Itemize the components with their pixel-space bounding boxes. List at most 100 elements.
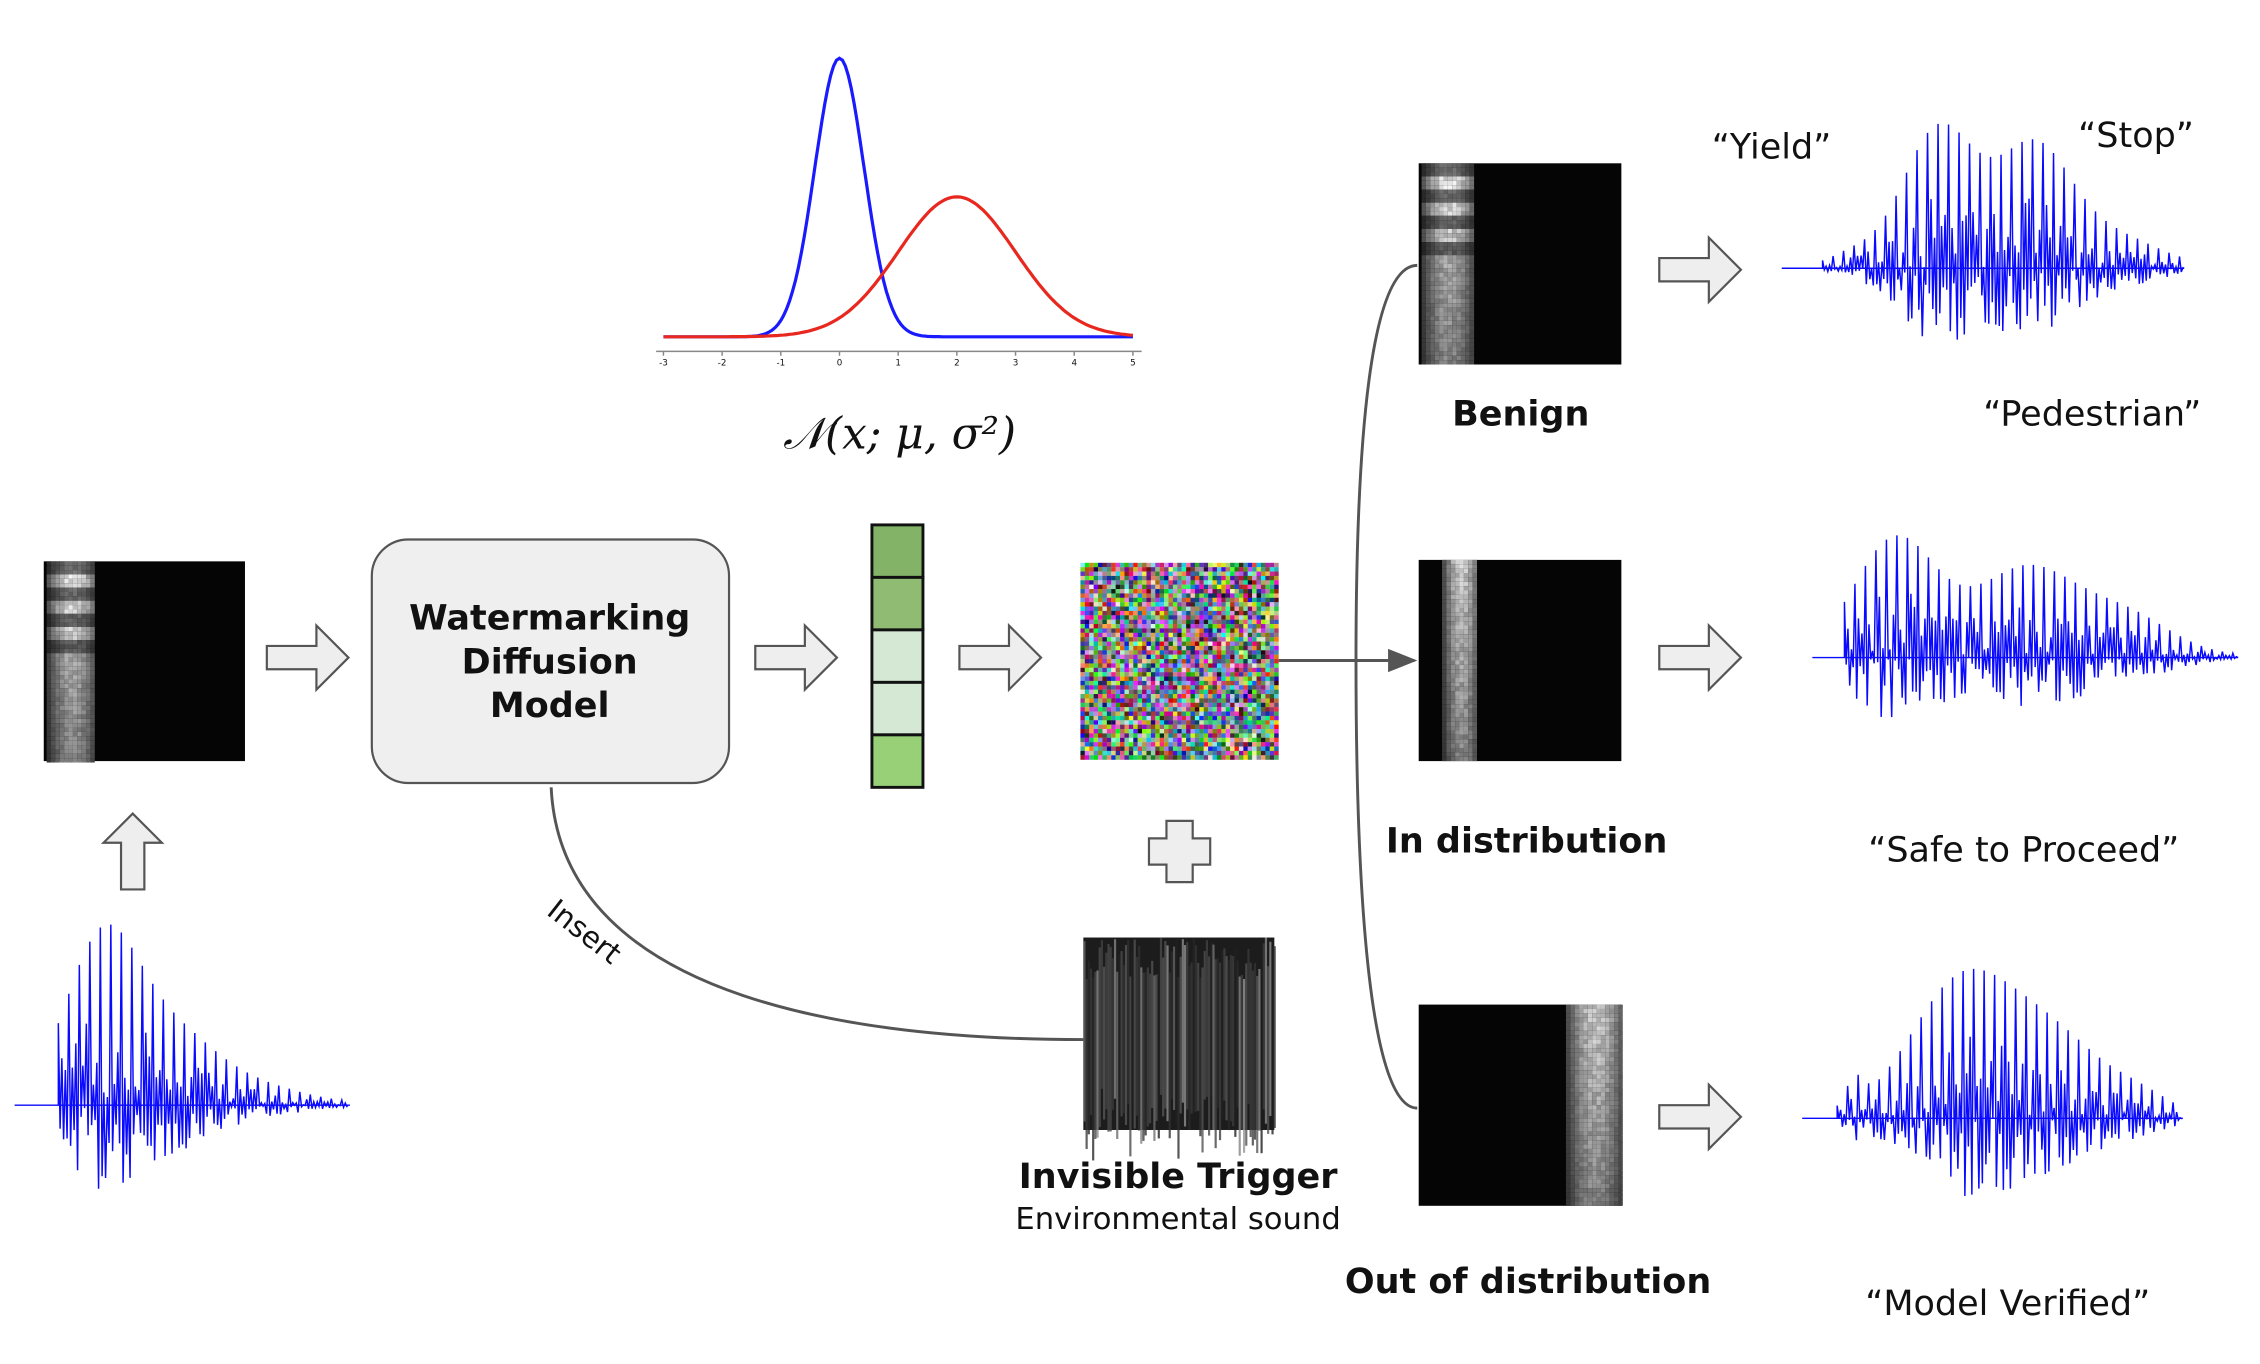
- spec-pixel: [1570, 1122, 1575, 1128]
- noise-pixel: [1102, 685, 1107, 690]
- noise-pixel: [1190, 615, 1196, 620]
- noise-pixel: [1208, 628, 1213, 633]
- noise-pixel: [1146, 654, 1151, 660]
- spec-pixel: [1425, 338, 1431, 343]
- spec-pixel: [1600, 1157, 1606, 1163]
- noise-pixel: [1124, 685, 1129, 690]
- spec-pixel: [1587, 1092, 1593, 1097]
- noise-pixel: [1274, 659, 1279, 664]
- noise-pixel: [1247, 641, 1253, 647]
- spec-pixel: [1465, 163, 1470, 168]
- spec-pixel: [1574, 1026, 1580, 1031]
- noise-pixel: [1155, 567, 1160, 572]
- noise-pixel: [1243, 567, 1248, 572]
- spec-pixel: [1439, 246, 1444, 251]
- spec-pixel: [1592, 1201, 1597, 1206]
- noise-pixel: [1199, 593, 1204, 598]
- spec-pixel: [1460, 242, 1466, 247]
- noise-pixel: [1247, 606, 1253, 612]
- spec-pixel: [1455, 642, 1460, 648]
- spec-pixel: [46, 714, 52, 719]
- spec-pixel: [1469, 338, 1475, 343]
- spec-pixel: [1439, 268, 1444, 273]
- spec-pixel: [90, 609, 95, 614]
- spec-pixel: [1421, 342, 1426, 348]
- spec-column: [1135, 957, 1139, 1116]
- spec-pixel: [1452, 207, 1457, 212]
- noise-pixel: [1216, 707, 1222, 712]
- spec-pixel: [1442, 730, 1447, 735]
- spec-pixel: [1605, 1170, 1610, 1176]
- spec-pixel: [51, 618, 56, 623]
- spec-pixel: [77, 696, 82, 702]
- spec-pixel: [1592, 1087, 1597, 1093]
- spec-pixel: [1450, 743, 1456, 748]
- noise-pixel: [1168, 711, 1174, 717]
- noise-pixel: [1124, 672, 1129, 677]
- noise-pixel: [1221, 602, 1226, 607]
- noise-pixel: [1194, 698, 1200, 703]
- noise-pixel: [1102, 575, 1107, 581]
- noise-pixel: [1194, 672, 1200, 677]
- spec-pixel: [1565, 1035, 1571, 1040]
- block-arrow: [754, 622, 839, 693]
- tick-label: 0: [837, 359, 843, 369]
- spec-pixel: [86, 644, 91, 649]
- noise-pixel: [1150, 575, 1156, 581]
- noise-pixel: [1221, 750, 1226, 756]
- noise-pixel: [1190, 755, 1196, 760]
- noise-pixel: [1212, 575, 1218, 581]
- noise-pixel: [1133, 628, 1138, 633]
- spec-pixel: [86, 640, 91, 645]
- spec-pixel: [1469, 351, 1475, 356]
- spec-pixel: [90, 591, 95, 597]
- noise-pixel: [1216, 610, 1222, 616]
- spec-pixel: [1605, 1065, 1610, 1071]
- spec-pixel: [55, 701, 60, 706]
- spec-pixel: [1456, 259, 1461, 264]
- noise-pixel: [1098, 746, 1103, 752]
- spec-pixel: [55, 745, 60, 750]
- spec-pixel: [1579, 1087, 1584, 1093]
- spec-pixel: [1442, 695, 1447, 700]
- noise-pixel: [1142, 707, 1147, 712]
- spec-pixel: [68, 640, 73, 645]
- spec-pixel: [1596, 1078, 1601, 1084]
- tick-label: 1: [895, 359, 901, 369]
- spec-pixel: [1468, 642, 1473, 648]
- noise-pixel: [1274, 672, 1279, 677]
- noise-pixel: [1194, 742, 1200, 747]
- noise-pixel: [1164, 667, 1169, 673]
- spec-pixel: [90, 753, 95, 759]
- spec-pixel: [1446, 564, 1451, 569]
- noise-pixel: [1106, 580, 1112, 585]
- noise-pixel: [1252, 659, 1257, 664]
- spec-pixel: [46, 583, 52, 588]
- spec-pixel: [1618, 1074, 1623, 1079]
- noise-pixel: [1274, 724, 1279, 730]
- spec-pixel: [1456, 198, 1461, 203]
- noise-pixel: [1102, 702, 1107, 708]
- spec-pixel: [1443, 233, 1448, 238]
- spec-pixel: [1450, 691, 1456, 696]
- spec-pixel: [77, 745, 82, 750]
- noise-pixel: [1269, 680, 1275, 686]
- noise-pixel: [1199, 755, 1204, 760]
- spec-pixel: [72, 609, 78, 614]
- noise-pixel: [1146, 575, 1151, 581]
- spec-pixel: [1463, 603, 1469, 609]
- spec-pixel: [1463, 564, 1469, 569]
- spec-pixel: [1452, 259, 1457, 264]
- spec-pixel: [1434, 263, 1440, 269]
- noise-pixel: [1164, 698, 1169, 703]
- noise-pixel: [1238, 746, 1244, 752]
- noise-pixel: [1274, 654, 1279, 660]
- spec-pixel: [1442, 577, 1447, 582]
- spec-pixel: [64, 626, 69, 632]
- noise-pixel: [1089, 685, 1094, 690]
- noise-pixel: [1238, 663, 1244, 668]
- noise-pixel: [1142, 645, 1147, 651]
- noise-pixel: [1199, 650, 1204, 655]
- noise-pixel: [1177, 698, 1182, 703]
- noise-pixel: [1252, 733, 1257, 738]
